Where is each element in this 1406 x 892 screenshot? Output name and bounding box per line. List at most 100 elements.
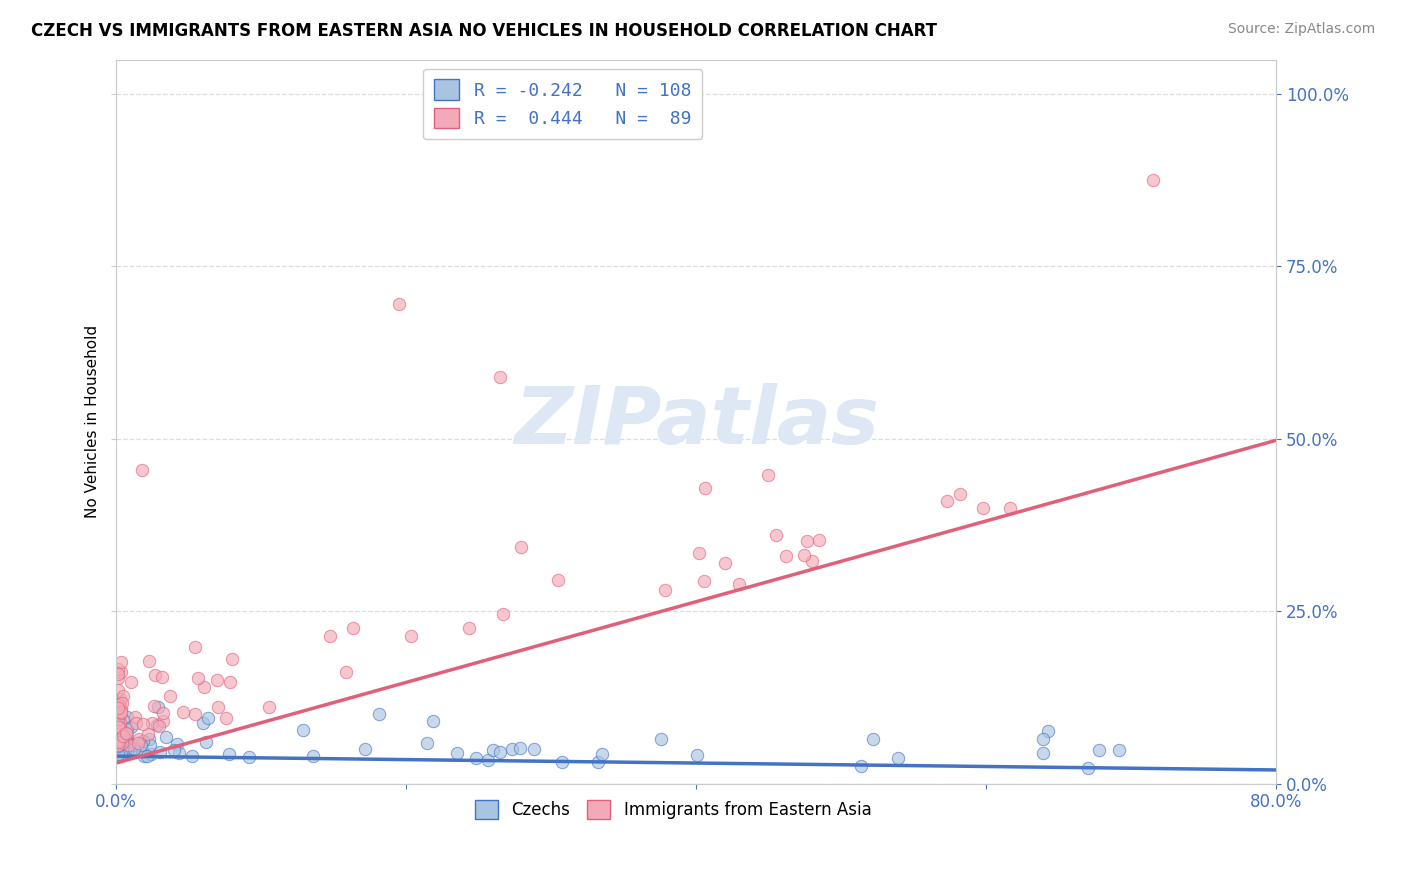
- Point: [110, 747, 132, 762]
- Point: [107, 712, 129, 726]
- Point: [107, 698, 129, 713]
- Point: [128, 731, 150, 746]
- Point: [808, 533, 831, 548]
- Point: [998, 500, 1021, 515]
- Point: [115, 746, 138, 760]
- Point: [114, 745, 136, 759]
- Point: [166, 737, 188, 751]
- Point: [108, 720, 131, 734]
- Legend: Czechs, Immigrants from Eastern Asia: Czechs, Immigrants from Eastern Asia: [468, 794, 877, 826]
- Point: [219, 675, 242, 690]
- Point: [107, 740, 129, 755]
- Point: [118, 739, 141, 753]
- Point: [129, 739, 152, 753]
- Point: [107, 703, 129, 717]
- Point: [152, 714, 174, 728]
- Point: [765, 528, 787, 542]
- Point: [107, 666, 129, 681]
- Point: [122, 742, 145, 756]
- Point: [152, 706, 174, 721]
- Point: [465, 751, 488, 765]
- Point: [117, 736, 139, 750]
- Point: [221, 651, 243, 665]
- Point: [650, 731, 672, 746]
- Point: [477, 753, 499, 767]
- Point: [107, 739, 129, 753]
- Point: [1108, 743, 1130, 757]
- Point: [111, 713, 134, 727]
- Point: [1032, 747, 1054, 761]
- Point: [117, 733, 139, 747]
- Point: [167, 746, 190, 760]
- Point: [107, 735, 129, 749]
- Point: [547, 573, 569, 587]
- Point: [120, 744, 142, 758]
- Point: [510, 540, 533, 554]
- Point: [115, 726, 138, 740]
- Point: [110, 729, 132, 743]
- Point: [107, 739, 129, 753]
- Point: [131, 463, 153, 477]
- Point: [132, 749, 155, 764]
- Point: [107, 749, 129, 764]
- Text: ZIPatlas: ZIPatlas: [513, 383, 879, 460]
- Point: [107, 745, 129, 759]
- Point: [509, 741, 531, 756]
- Text: Source: ZipAtlas.com: Source: ZipAtlas.com: [1227, 22, 1375, 37]
- Point: [115, 731, 138, 745]
- Point: [115, 727, 138, 741]
- Point: [292, 723, 315, 738]
- Point: [107, 739, 129, 754]
- Point: [110, 728, 132, 742]
- Point: [107, 662, 129, 676]
- Point: [367, 707, 389, 722]
- Point: [342, 621, 364, 635]
- Point: [112, 730, 135, 744]
- Point: [132, 745, 155, 759]
- Point: [111, 696, 134, 710]
- Point: [118, 738, 141, 752]
- Point: [110, 727, 132, 741]
- Point: [551, 756, 574, 770]
- Point: [107, 721, 129, 735]
- Point: [335, 665, 357, 679]
- Point: [120, 675, 142, 690]
- Point: [215, 711, 238, 725]
- Point: [501, 742, 523, 756]
- Point: [107, 718, 129, 732]
- Point: [108, 724, 131, 739]
- Point: [110, 739, 132, 753]
- Point: [107, 724, 129, 739]
- Point: [107, 720, 129, 734]
- Point: [136, 726, 159, 740]
- Point: [796, 534, 818, 549]
- Point: [139, 739, 162, 753]
- Point: [108, 733, 131, 747]
- Point: [457, 621, 479, 635]
- Point: [107, 726, 129, 740]
- Point: [107, 723, 129, 738]
- Point: [110, 706, 132, 721]
- Point: [138, 731, 160, 746]
- Point: [388, 297, 411, 311]
- Point: [141, 716, 163, 731]
- Point: [1142, 173, 1164, 187]
- Point: [107, 671, 129, 685]
- Point: [112, 739, 135, 753]
- Point: [693, 481, 716, 495]
- Point: [800, 553, 823, 567]
- Point: [148, 719, 170, 733]
- Point: [181, 749, 204, 764]
- Point: [110, 736, 132, 750]
- Point: [107, 733, 129, 747]
- Point: [257, 700, 280, 714]
- Point: [107, 738, 129, 752]
- Point: [849, 759, 872, 773]
- Point: [685, 747, 707, 762]
- Point: [793, 548, 815, 562]
- Point: [949, 486, 972, 500]
- Point: [124, 716, 146, 731]
- Point: [193, 680, 215, 694]
- Point: [110, 705, 132, 719]
- Point: [120, 720, 142, 734]
